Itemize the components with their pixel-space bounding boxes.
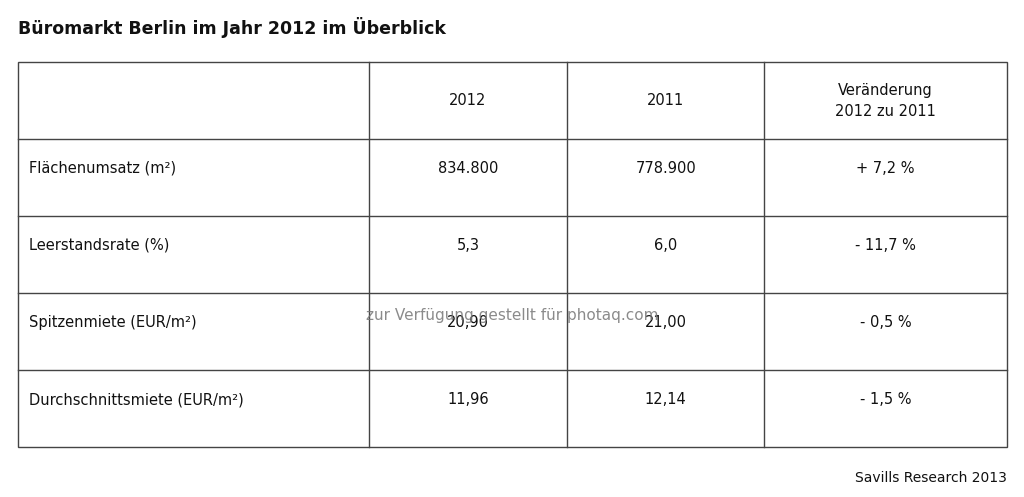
Text: zur Verfügung gestellt für photaq.com: zur Verfügung gestellt für photaq.com bbox=[366, 308, 658, 323]
Text: Spitzenmiete (EUR/m²): Spitzenmiete (EUR/m²) bbox=[29, 315, 197, 330]
Text: - 0,5 %: - 0,5 % bbox=[860, 315, 911, 330]
Text: Flächenumsatz (m²): Flächenumsatz (m²) bbox=[29, 161, 176, 176]
Text: 2011: 2011 bbox=[647, 93, 684, 108]
Text: - 1,5 %: - 1,5 % bbox=[860, 392, 911, 407]
Text: 12,14: 12,14 bbox=[645, 392, 686, 407]
Text: 21,00: 21,00 bbox=[645, 315, 687, 330]
Text: 778.900: 778.900 bbox=[635, 161, 696, 176]
Text: Leerstandsrate (%): Leerstandsrate (%) bbox=[29, 238, 169, 253]
Text: 834.800: 834.800 bbox=[438, 161, 499, 176]
Bar bbox=[18, 62, 1007, 447]
Text: 2012: 2012 bbox=[450, 93, 486, 108]
Text: Veränderung
2012 zu 2011: Veränderung 2012 zu 2011 bbox=[836, 83, 936, 119]
Text: Büromarkt Berlin im Jahr 2012 im Überblick: Büromarkt Berlin im Jahr 2012 im Überbli… bbox=[18, 17, 446, 38]
Text: 20,90: 20,90 bbox=[447, 315, 489, 330]
Text: Durchschnittsmiete (EUR/m²): Durchschnittsmiete (EUR/m²) bbox=[29, 392, 244, 407]
Text: 5,3: 5,3 bbox=[457, 238, 479, 253]
Text: - 11,7 %: - 11,7 % bbox=[855, 238, 916, 253]
Text: 11,96: 11,96 bbox=[447, 392, 488, 407]
Text: Savills Research 2013: Savills Research 2013 bbox=[855, 471, 1007, 485]
Text: + 7,2 %: + 7,2 % bbox=[856, 161, 914, 176]
Text: 6,0: 6,0 bbox=[654, 238, 677, 253]
